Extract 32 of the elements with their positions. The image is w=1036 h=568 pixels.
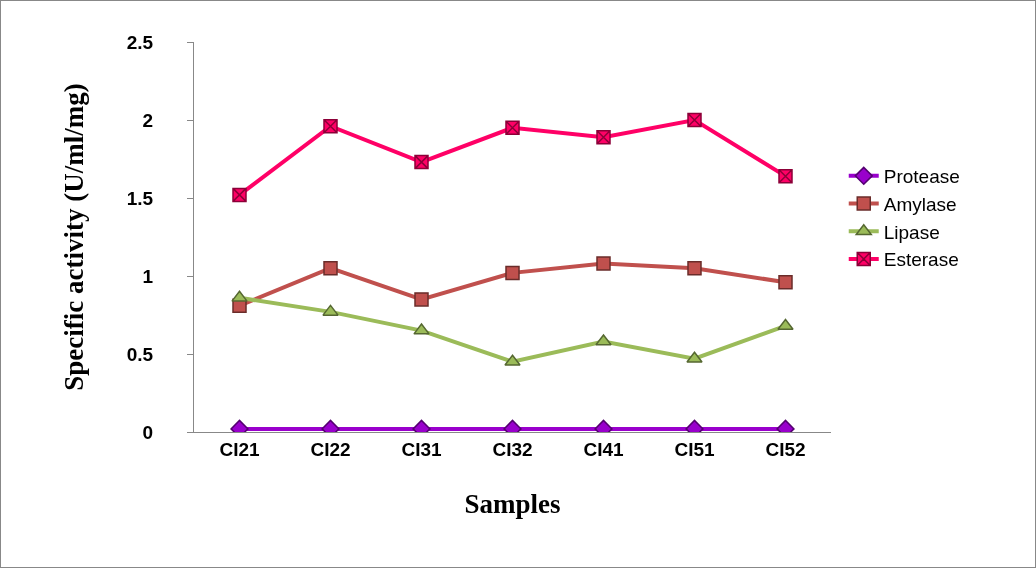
- point: [414, 292, 429, 307]
- x-tick-label: CI51: [674, 438, 715, 460]
- y-tick-label: 0.5: [126, 343, 154, 365]
- y-axis-title: Specific activity (U/ml/mg): [58, 83, 89, 391]
- x-tick-label: CI21: [219, 438, 260, 460]
- x-axis-title: Samples: [464, 489, 561, 520]
- x-tick-label: CI52: [765, 438, 806, 460]
- point: [777, 318, 794, 330]
- legend-label: Esterase: [883, 249, 959, 271]
- x-tick-label: CI31: [401, 438, 442, 460]
- point: [504, 354, 521, 366]
- y-tick-label: 1.5: [126, 187, 154, 209]
- x-tick-label: CI32: [492, 438, 533, 460]
- point: [323, 260, 338, 276]
- point: [322, 304, 339, 316]
- point: [778, 274, 793, 290]
- y-tick-label: 2: [142, 109, 154, 131]
- legend-label: Lipase: [883, 221, 940, 243]
- point: [505, 265, 520, 281]
- point: [413, 323, 430, 335]
- point: [686, 351, 703, 363]
- y-tick-label: 0: [142, 421, 154, 443]
- point: [596, 256, 611, 271]
- point: [231, 290, 248, 302]
- y-tick-label: 1: [142, 265, 154, 287]
- x-tick-label: CI41: [583, 438, 624, 460]
- legend-label: Protease: [883, 166, 960, 188]
- point: [687, 260, 702, 276]
- legend-label: Amylase: [883, 193, 957, 215]
- point: [595, 334, 612, 346]
- x-tick-label: CI22: [310, 438, 351, 460]
- y-tick-label: 2.5: [126, 31, 154, 53]
